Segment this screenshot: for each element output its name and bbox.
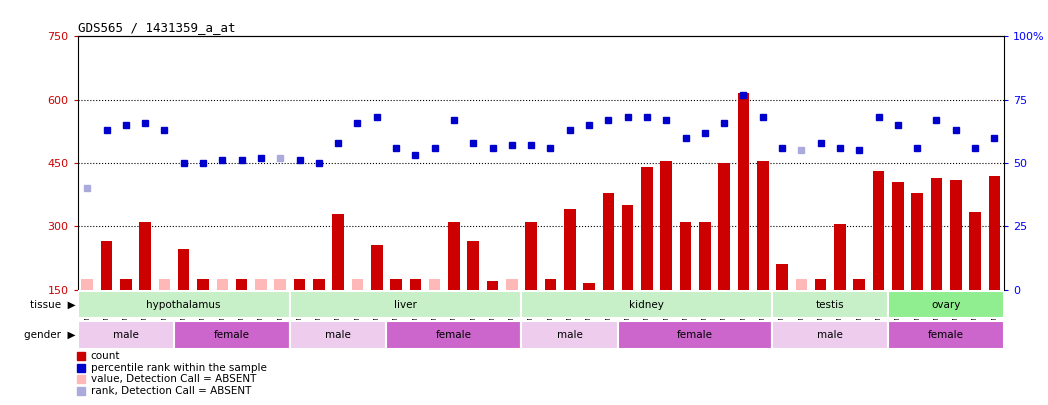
Bar — [522, 322, 618, 349]
Bar — [174, 322, 290, 349]
Text: kidney: kidney — [630, 300, 664, 310]
Bar — [313, 279, 325, 290]
Bar — [584, 283, 595, 290]
Bar — [795, 279, 807, 290]
Bar — [564, 209, 575, 290]
Bar — [467, 241, 479, 290]
Bar — [815, 279, 827, 290]
Text: male: male — [113, 330, 138, 340]
Bar — [873, 171, 885, 290]
Bar — [892, 182, 903, 290]
Bar — [158, 279, 170, 290]
Bar — [82, 279, 93, 290]
Bar — [197, 279, 209, 290]
Bar — [78, 322, 174, 349]
Bar — [486, 281, 498, 290]
Bar — [660, 161, 672, 290]
Bar — [545, 279, 556, 290]
Text: female: female — [929, 330, 964, 340]
Bar — [988, 176, 1000, 290]
Bar — [912, 192, 923, 290]
Bar — [390, 279, 401, 290]
Text: female: female — [214, 330, 250, 340]
Bar — [699, 222, 711, 290]
Text: female: female — [436, 330, 472, 340]
Bar — [410, 279, 421, 290]
Bar — [255, 279, 266, 290]
Bar — [332, 214, 344, 290]
Text: liver: liver — [394, 300, 417, 310]
Text: rank, Detection Call = ABSENT: rank, Detection Call = ABSENT — [90, 386, 250, 396]
Bar — [139, 222, 151, 290]
Bar — [525, 222, 537, 290]
Bar — [236, 279, 247, 290]
Bar — [217, 279, 228, 290]
Text: GDS565 / 1431359_a_at: GDS565 / 1431359_a_at — [78, 21, 235, 34]
Bar — [621, 205, 633, 290]
Bar — [853, 279, 865, 290]
Bar — [101, 241, 112, 290]
Text: female: female — [677, 330, 714, 340]
Text: testis: testis — [816, 300, 845, 310]
Bar — [888, 322, 1004, 349]
Bar — [757, 161, 768, 290]
Bar — [888, 291, 1004, 318]
Text: value, Detection Call = ABSENT: value, Detection Call = ABSENT — [90, 375, 256, 384]
Bar — [121, 279, 132, 290]
Text: ovary: ovary — [932, 300, 961, 310]
Bar — [641, 167, 653, 290]
Bar — [738, 94, 749, 290]
Bar — [603, 192, 614, 290]
Bar — [293, 279, 305, 290]
Bar — [931, 178, 942, 290]
Bar — [772, 322, 888, 349]
Text: count: count — [90, 351, 121, 361]
Text: male: male — [817, 330, 844, 340]
Bar — [429, 279, 440, 290]
Bar — [969, 211, 981, 290]
Bar — [371, 245, 383, 290]
Bar — [449, 222, 460, 290]
Bar — [772, 291, 888, 318]
Bar — [680, 222, 692, 290]
Bar — [290, 322, 387, 349]
Bar — [78, 291, 290, 318]
Bar — [522, 291, 772, 318]
Text: gender  ▶: gender ▶ — [24, 330, 75, 340]
Bar — [777, 264, 788, 290]
Bar — [352, 279, 364, 290]
Bar — [834, 224, 846, 290]
Text: tissue  ▶: tissue ▶ — [29, 300, 75, 310]
Bar — [290, 291, 522, 318]
Bar — [275, 279, 286, 290]
Bar — [949, 180, 961, 290]
Bar — [718, 163, 729, 290]
Text: percentile rank within the sample: percentile rank within the sample — [90, 363, 266, 373]
Bar — [387, 322, 522, 349]
Text: male: male — [556, 330, 583, 340]
Text: male: male — [325, 330, 351, 340]
Text: hypothalamus: hypothalamus — [147, 300, 221, 310]
Bar — [506, 279, 518, 290]
Bar — [618, 322, 772, 349]
Bar — [178, 249, 190, 290]
